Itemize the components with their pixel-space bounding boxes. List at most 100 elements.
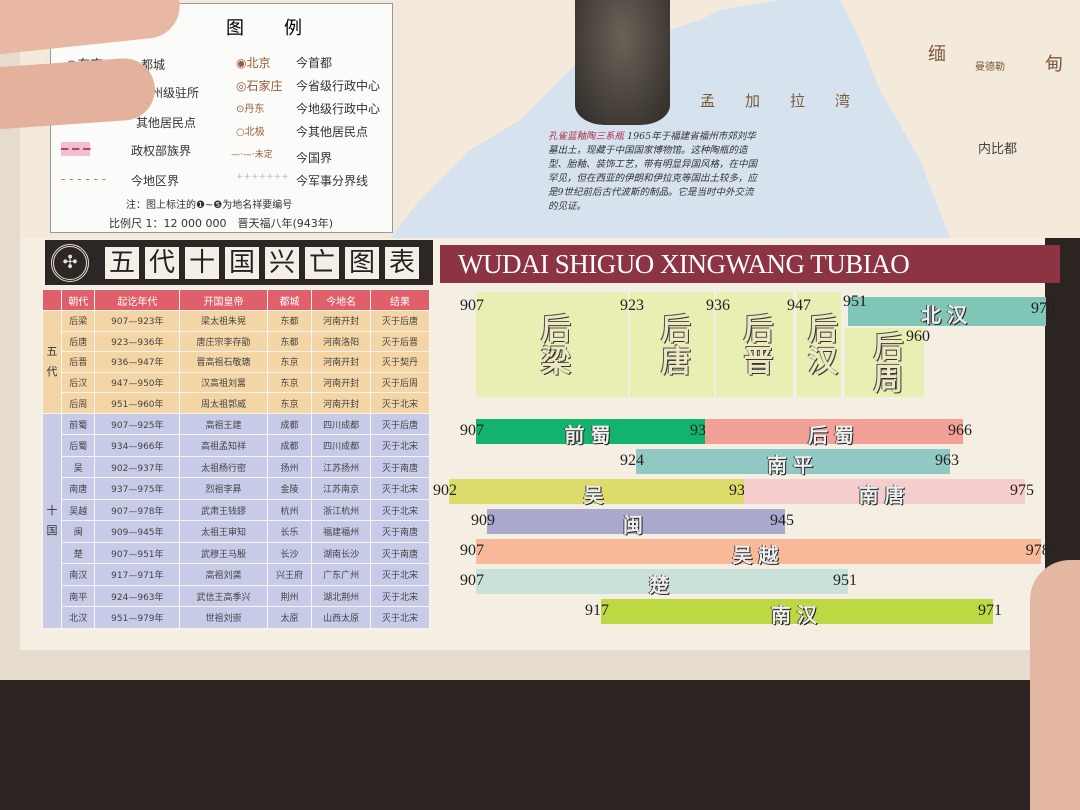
timeline-bar bbox=[476, 539, 1041, 564]
table-cell: 909—945年 bbox=[94, 520, 181, 543]
table-cell: 灭于北宋 bbox=[370, 563, 430, 586]
start-year-label: 917 bbox=[585, 602, 609, 619]
timeline-bar bbox=[744, 479, 1025, 504]
bar-name-label: 北汉 bbox=[921, 303, 973, 327]
start-year-label: 907 bbox=[460, 542, 484, 559]
five-dynasty-block: 后梁 bbox=[476, 292, 628, 397]
bay-label: 孟加拉湾 bbox=[700, 92, 881, 110]
timeline-bar bbox=[601, 599, 993, 624]
table-cell: 灭于北宋 bbox=[370, 498, 430, 522]
timeline-bar bbox=[848, 297, 1046, 326]
city-label: 内比都 bbox=[978, 142, 1018, 157]
table-cell: 灭于契丹 bbox=[370, 351, 430, 373]
legend-text: 今地级行政中心 bbox=[296, 102, 381, 116]
legend-note: 注：图上标注的❶~❺为地名祥要编号 bbox=[126, 200, 293, 211]
ornament-logo-icon: ✣ bbox=[51, 244, 89, 282]
legend-symbol: ━ ━ ━ bbox=[61, 142, 91, 156]
title-char: 图 bbox=[345, 246, 379, 279]
table-cell: 灭于南唐 bbox=[370, 455, 430, 479]
table-cell: 荆州 bbox=[266, 584, 313, 608]
end-year-label: 979 bbox=[1031, 300, 1055, 317]
table-cell: 东京 bbox=[266, 392, 313, 414]
table-cell: 高祖王建 bbox=[179, 412, 268, 436]
timeline-bar bbox=[476, 569, 848, 594]
table-row: 北汉 951—979年 世祖刘崇 太原 山西太原 灭于北宋 bbox=[43, 606, 430, 629]
start-year-label: 947 bbox=[787, 297, 811, 314]
table-cell: 北汉 bbox=[61, 606, 96, 629]
table-row: 后唐 923—936年 唐庄宗李存勖 东都 河南洛阳 灭于后晋 bbox=[43, 330, 430, 353]
table-cell: 灭于后周 bbox=[370, 371, 430, 394]
bar-name-label: 后蜀 bbox=[808, 423, 860, 447]
country-label: 甸 bbox=[1045, 54, 1063, 75]
table-cell: 947—950年 bbox=[94, 371, 181, 394]
table-cell: 南唐 bbox=[61, 477, 96, 500]
bar-name-label: 吴 bbox=[583, 483, 610, 507]
end-year-label: 975 bbox=[1010, 482, 1034, 499]
table-row: 吴 902—937年 太祖杨行密 扬州 江苏扬州 灭于南唐 bbox=[43, 455, 430, 479]
legend-text: 今国界 bbox=[296, 151, 333, 165]
table-cell: 太祖杨行密 bbox=[179, 455, 268, 479]
table-cell: 高祖孟知祥 bbox=[179, 434, 268, 457]
table-cell: 吴越 bbox=[61, 498, 96, 522]
five-dynasty-block: 后汉 bbox=[797, 292, 841, 397]
table-row: 南汉 917—971年 高祖刘䶮 兴王府 广东广州 灭于北宋 bbox=[43, 563, 430, 586]
start-year-label: 951 bbox=[843, 293, 867, 310]
title-char: 代 bbox=[145, 246, 179, 279]
table-cell: 934—966年 bbox=[94, 434, 181, 457]
table-cell: 后蜀 bbox=[61, 434, 96, 457]
end-year-label: 951 bbox=[833, 572, 857, 589]
title-char: 兴 bbox=[265, 246, 299, 279]
table-cell: 灭于北宋 bbox=[370, 606, 430, 629]
table-header-cell: 结果 bbox=[370, 289, 430, 311]
table-cell: 成都 bbox=[266, 412, 313, 436]
legend-symbol: - - - - - - bbox=[61, 172, 107, 186]
legend-text: 今首都 bbox=[296, 56, 333, 70]
table-cell: 灭于北宋 bbox=[370, 584, 430, 608]
end-year-label: 966 bbox=[948, 422, 972, 439]
legend-title: 图例 bbox=[226, 18, 342, 39]
bar-name-label: 南汉 bbox=[771, 603, 823, 627]
bar-name-label: 吴越 bbox=[732, 543, 785, 567]
table-cell: 湖南长沙 bbox=[311, 541, 372, 565]
timeline-bar bbox=[487, 509, 785, 534]
end-year-label: 960 bbox=[906, 328, 930, 345]
table-cell: 灭于北宋 bbox=[370, 477, 430, 500]
bar-name-label: 南唐 bbox=[858, 483, 911, 507]
five-dynasty-block: 后晋 bbox=[716, 292, 793, 397]
legend-symbol: +++++++ bbox=[236, 172, 289, 182]
table-cell: 前蜀 bbox=[61, 412, 96, 436]
start-year-label: 907 bbox=[460, 572, 484, 589]
table-cell: 汉高祖刘暠 bbox=[179, 371, 268, 394]
title-char: 五 bbox=[105, 246, 139, 279]
table-cell: 兴王府 bbox=[266, 563, 313, 586]
table-cell: 后唐 bbox=[61, 330, 96, 353]
table-cell: 长沙 bbox=[266, 541, 313, 565]
start-year-label: 924 bbox=[620, 452, 644, 469]
table-header-cell: 今地名 bbox=[311, 289, 372, 311]
legend-symbol: —·—·未定 bbox=[231, 150, 273, 160]
bar-name-label: 前蜀 bbox=[564, 423, 617, 447]
table-cell: 河南开封 bbox=[311, 392, 372, 414]
bar-name-label: 楚 bbox=[649, 573, 675, 597]
table-cell: 后晋 bbox=[61, 351, 96, 373]
table-header-row: 朝代 起讫年代 开国皇帝 都城 今地名 结果 bbox=[41, 289, 430, 311]
legend-text: 州级驻所 bbox=[151, 86, 200, 100]
table-cell: 四川成都 bbox=[311, 434, 372, 457]
table-row: 后周 951—960年 周太祖郭威 东京 河南开封 灭于北宋 bbox=[43, 392, 430, 414]
title-char: 表 bbox=[385, 246, 419, 279]
country-label: 缅 bbox=[928, 44, 946, 65]
table-row: 楚 907—951年 武穆王马殷 长沙 湖南长沙 灭于南唐 bbox=[43, 541, 430, 565]
table-cell: 唐庄宗李存勖 bbox=[179, 330, 268, 353]
table-cell: 东京 bbox=[266, 351, 313, 373]
table-cell: 晋高祖石敬瑭 bbox=[179, 351, 268, 373]
table-cell: 后周 bbox=[61, 392, 96, 414]
table-header-cell: 开国皇帝 bbox=[179, 289, 268, 311]
table-row: 十国前蜀 907—925年 高祖王建 成都 四川成都 灭于后唐 bbox=[41, 412, 430, 629]
bar-name-label: 南平 bbox=[767, 453, 819, 477]
five-dynasty-block: 后周 bbox=[845, 328, 924, 397]
table-cell: 907—925年 bbox=[94, 412, 181, 436]
start-year-label: 907 bbox=[460, 297, 484, 314]
table-row: 闽 909—945年 太祖王审知 长乐 福建福州 灭于南唐 bbox=[43, 520, 430, 543]
table-cell: 河南洛阳 bbox=[311, 330, 372, 353]
table-cell: 951—960年 bbox=[94, 392, 181, 414]
